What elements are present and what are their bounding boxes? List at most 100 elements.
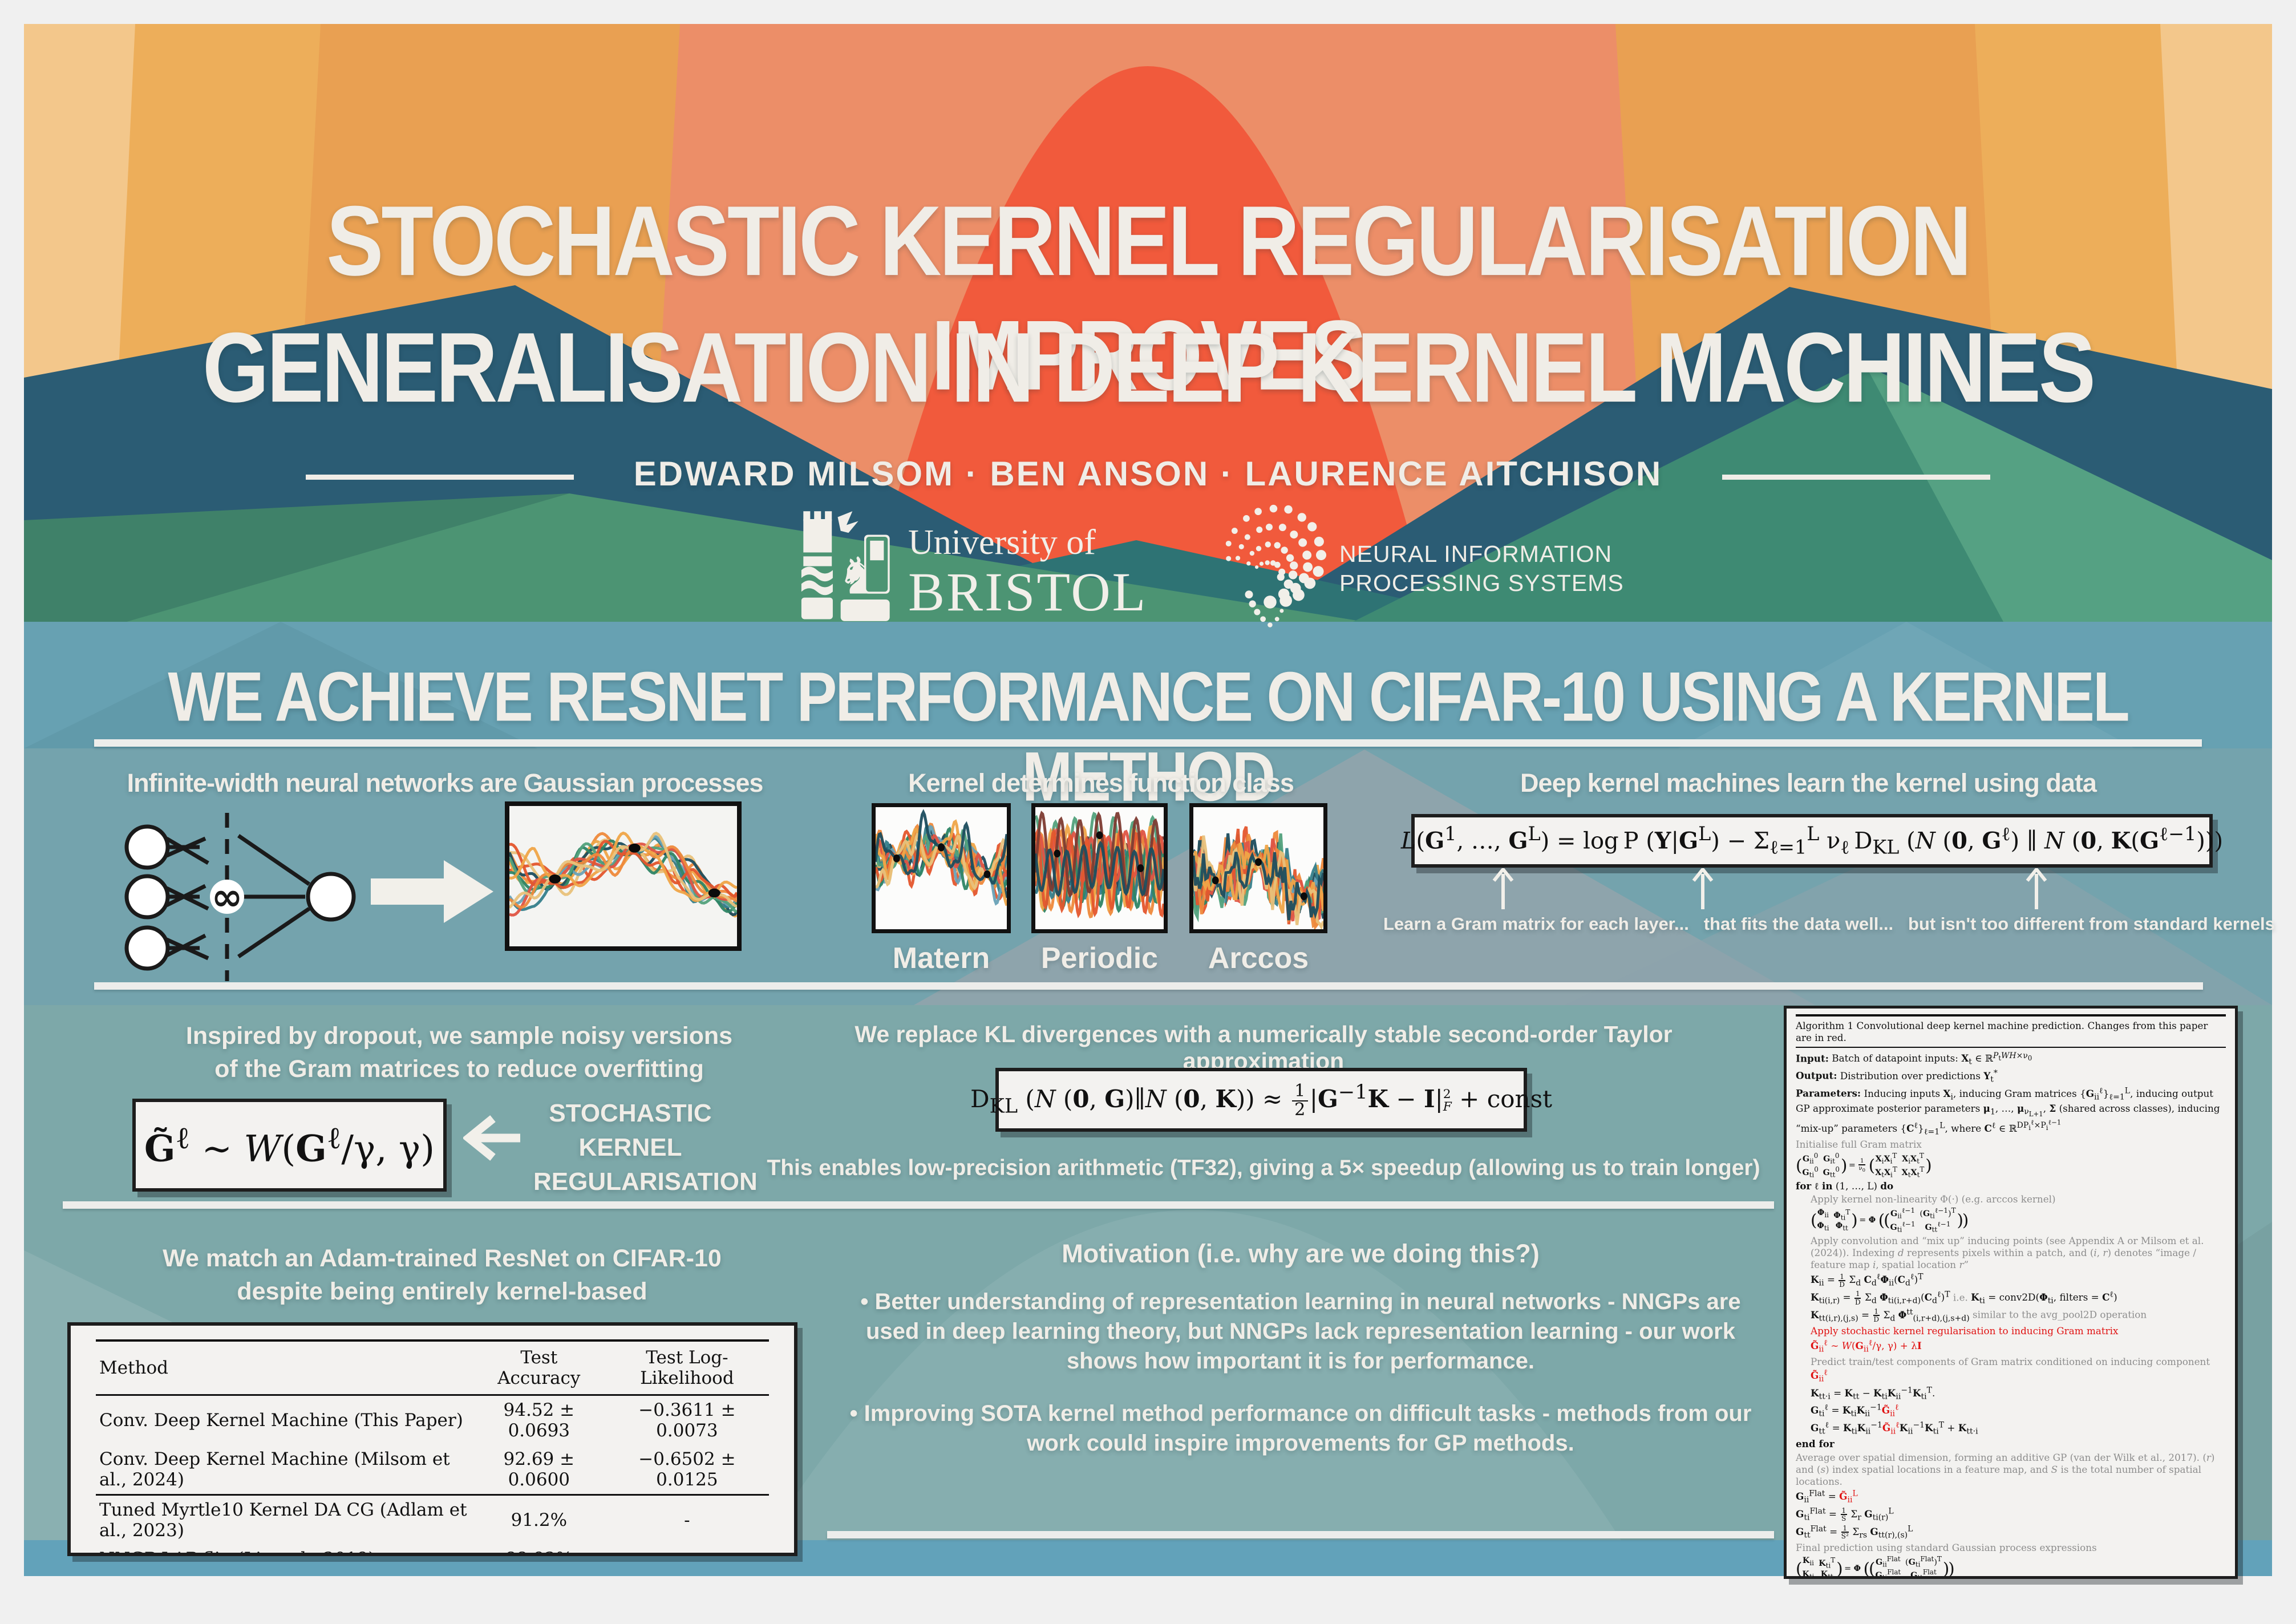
neurips-logo-text: NEURAL INFORMATION PROCESSING SYSTEMS bbox=[1339, 540, 1739, 598]
algorithm-title: Algorithm 1 Convolutional deep kernel ma… bbox=[1796, 1020, 2208, 1044]
table-column-header: Test Log-Likelihood bbox=[640, 1347, 734, 1388]
algorithm-panel: Algorithm 1 Convolutional deep kernel ma… bbox=[1784, 1006, 2238, 1579]
results-table-panel: Method Test Accuracy Test Log-Likelihood C… bbox=[67, 1322, 797, 1556]
skr-heading-line1: Inspired by dropout, we sample noisy ver… bbox=[185, 1022, 733, 1050]
algorithm-line: Ktt·i = Ktt − KtiKii−1KtiT. bbox=[1811, 1386, 1935, 1401]
authors-line: EDWARD MILSOM · BEN ANSON · LAURENCE AIT… bbox=[633, 455, 1663, 493]
motivation-heading: Motivation (i.e. why are we doing this?) bbox=[1062, 1239, 1540, 1268]
gp-samples-figure bbox=[505, 801, 742, 951]
table-row: Tuned Myrtle10 Kernel DA CG (Adlam et al… bbox=[96, 1495, 769, 1545]
table-cell: −0.6502 ± 0.0125 bbox=[638, 1449, 736, 1490]
skr-label-line2: KERNEL bbox=[578, 1133, 682, 1161]
algorithm-line: G̃iiℓ ∼ W(Giiℓ/γ, γ) + λI bbox=[1811, 1338, 1922, 1354]
skr-label-line1: STOCHASTIC bbox=[549, 1099, 712, 1127]
skr-equation: G̃ℓ ∼ W(Gℓ/γ, γ) bbox=[132, 1099, 447, 1192]
arccos-kernel-figure bbox=[1189, 803, 1327, 933]
motivation-bullet2: • Improving SOTA kernel method performan… bbox=[849, 1401, 1752, 1456]
table-column-header: Method bbox=[99, 1358, 169, 1378]
algorithm-line: for ℓ in (1, …, L) do bbox=[1796, 1180, 1894, 1192]
table-cell: Tuned Myrtle10 Kernel DA CG (Adlam et al… bbox=[99, 1500, 467, 1541]
bristol-logo-text2: BRISTOL bbox=[908, 561, 1148, 622]
algorithm-line: Predict train/test components of Gram ma… bbox=[1811, 1355, 2210, 1384]
results-table-header-row: Method Test Accuracy Test Log-Likelihood bbox=[96, 1340, 769, 1395]
algorithm-line: Output: Distribution over predictions Yt… bbox=[1796, 1068, 1998, 1084]
right-arrow-icon bbox=[371, 860, 493, 923]
table-cell: - bbox=[605, 1545, 769, 1553]
authors-rule-right bbox=[1722, 475, 1990, 480]
table-cell: NNGP-LAP-flip (Li et al., 2019) bbox=[96, 1545, 473, 1553]
algorithm-body: Input: Batch of datapoint inputs: Xt ∈ ℝ… bbox=[1796, 1051, 2226, 1576]
algorithm-line: GttFlat = 1 S² Σrs Gtt(r),(s)L bbox=[1796, 1524, 1913, 1541]
algorithm-line: Input: Batch of datapoint inputs: Xt ∈ ℝ… bbox=[1796, 1051, 2032, 1067]
banner-headline: WE ACHIEVE RESNET PERFORMANCE ON CIFAR-1… bbox=[168, 658, 2129, 816]
algorithm-line: Final prediction using standard Gaussian… bbox=[1796, 1541, 2097, 1553]
kernel-label-periodic: Periodic bbox=[1040, 942, 1159, 975]
divider-under-motivation bbox=[827, 1531, 1774, 1538]
table-cell: Conv. Deep Kernel Machine (This Paper) bbox=[99, 1410, 463, 1431]
algorithm-line: Apply convolution and “mix up” inducing … bbox=[1811, 1234, 2204, 1271]
poster-title-line2: GENERALISATION IN DEEP KERNEL MACHINES bbox=[202, 311, 2096, 423]
taylor-heading: We replace KL divergences with a numeric… bbox=[855, 1021, 1673, 1074]
up-arrow-icon-1 bbox=[1492, 868, 1514, 909]
bristol-logo-text1: University of bbox=[908, 523, 1096, 562]
skr-label: STOCHASTIC KERNEL REGULARISATION bbox=[533, 1096, 758, 1199]
algorithm-line: Average over spatial dimension, forming … bbox=[1796, 1451, 2215, 1488]
table-cell: Conv. Deep Kernel Machine (Milsom et al.… bbox=[99, 1449, 450, 1490]
bristol-crest-icon: ♞ bbox=[801, 511, 890, 621]
table-cell: 92.69 ± 0.0600 bbox=[503, 1449, 575, 1490]
algorithm-line: (Gii0 Git0 Gti0 Gtt0) = 1 ν0 (XiXiT XiXtT XtXi… bbox=[1796, 1152, 1932, 1179]
algorithm-line: GiiFlat = G̃iiL bbox=[1796, 1489, 1858, 1505]
table-row: NNGP-LAP-flip (Li et al., 2019)88.92%- bbox=[96, 1545, 769, 1553]
taylor-equation-text: DKL (N (0, G)∥N (0, K)) ≈ 1 2 |G−1K − I| 2 F… bbox=[970, 1080, 1553, 1120]
table-cell: −0.3611 ± 0.0073 bbox=[638, 1400, 736, 1441]
skr-label-line3: REGULARISATION bbox=[533, 1168, 758, 1196]
matern-kernel-figure bbox=[872, 803, 1011, 933]
neurips-logo-text-line1: NEURAL INFORMATION bbox=[1339, 541, 1613, 567]
divider-under-row1 bbox=[94, 982, 2203, 990]
algorithm-line: Gtiℓ = KtiKii−1G̃iiℓ bbox=[1811, 1403, 1899, 1419]
algorithm-line: Initialise full Gram matrix bbox=[1796, 1139, 1922, 1151]
table-cell: - bbox=[684, 1510, 690, 1530]
dkm-loss-equation-text: L(G1, …, GL) = log P (Y|GL) − Σℓ=1L νℓ D… bbox=[1400, 823, 2224, 858]
algorithm-line: Gttℓ = KtiKii−1G̃iiℓKii−1KtiT + Ktt·i bbox=[1811, 1420, 1978, 1436]
divider-under-row2 bbox=[63, 1201, 1774, 1209]
infinity-symbol: ∞ bbox=[212, 875, 243, 919]
left-arrow-icon bbox=[463, 1115, 520, 1161]
table-row: Conv. Deep Kernel Machine (Milsom et al.… bbox=[96, 1445, 769, 1495]
authors-rule-left bbox=[306, 475, 574, 480]
up-arrow-icon-3 bbox=[2026, 868, 2047, 909]
skr-heading-line2: of the Gram matrices to reduce overfitti… bbox=[214, 1055, 704, 1083]
neurips-logo-icon bbox=[1225, 504, 1327, 627]
results-table: Method Test Accuracy Test Log-Likelihood C… bbox=[96, 1339, 769, 1553]
periodic-kernel-figure bbox=[1031, 803, 1168, 933]
algorithm-line: Apply stochastic kernel regularisation t… bbox=[1811, 1325, 2119, 1337]
taylor-subtext: This enables low-precision arithmetic (T… bbox=[767, 1156, 1760, 1180]
up-arrow-icon-2 bbox=[1692, 868, 1714, 909]
algorithm-line: end for bbox=[1796, 1438, 1835, 1450]
results-heading-line1: We match an Adam-trained ResNet on CIFAR… bbox=[163, 1245, 722, 1272]
col1-heading: Infinite-width neural networks are Gauss… bbox=[127, 768, 764, 797]
neurips-logo-text-line2: PROCESSING SYSTEMS bbox=[1339, 570, 1624, 597]
table-cell: 94.52 ± 0.0693 bbox=[503, 1400, 575, 1441]
neural-network-diagram: ∞ bbox=[124, 813, 356, 981]
table-cell: 88.92% bbox=[473, 1545, 605, 1553]
algorithm-line: Apply kernel non-linearity Φ(·) (e.g. ar… bbox=[1811, 1193, 2056, 1205]
kernel-label-arccos: Arccos bbox=[1208, 942, 1309, 975]
motivation-bullet1: • Better understanding of representation… bbox=[860, 1289, 1741, 1374]
col2-heading: Kernel determines function class bbox=[908, 768, 1294, 797]
table-cell: 91.2% bbox=[511, 1510, 568, 1530]
skr-equation-text: G̃ℓ ∼ W(Gℓ/γ, γ) bbox=[144, 1120, 435, 1171]
dkm-loss-equation: L(G1, …, GL) = log P (Y|GL) − Σℓ=1L νℓ D… bbox=[1401, 814, 2223, 868]
kernel-label-matern: Matern bbox=[892, 942, 990, 975]
poster-title-line1: STOCHASTIC KERNEL REGULARISATION IMPROVE… bbox=[326, 185, 1972, 411]
algorithm-line: Parameters: Inducing inputs Xi, inducing… bbox=[1796, 1086, 2220, 1137]
table-column-header: Test Accuracy bbox=[497, 1347, 581, 1388]
divider-under-banner bbox=[94, 739, 2202, 747]
table-row: Conv. Deep Kernel Machine (This Paper) 94… bbox=[96, 1395, 769, 1445]
algorithm-line: (Φii ΦtiT Φti Φtt) = Φ ((Giiℓ−1 (Gtiℓ−1)T Gti… bbox=[1811, 1206, 1969, 1234]
